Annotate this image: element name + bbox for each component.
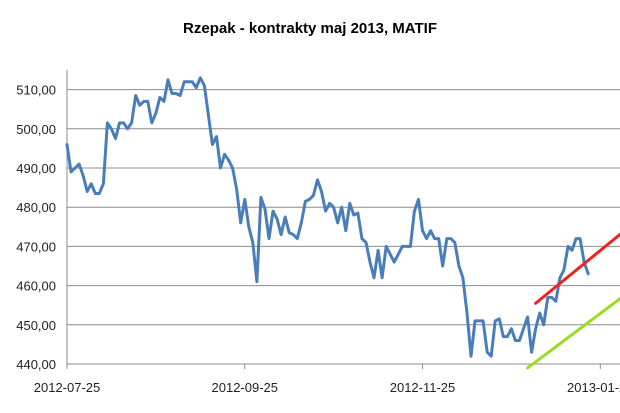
x-tick-label: 2012-11-25 xyxy=(390,380,456,395)
lower-trend-line xyxy=(526,296,620,370)
y-tick-label: 460,00 xyxy=(16,279,56,294)
y-tick-label: 440,00 xyxy=(16,357,56,372)
y-tick-label: 490,00 xyxy=(16,161,56,176)
x-tick-label: 2012-09-25 xyxy=(212,380,279,395)
x-tick-label: 2013-01-25 xyxy=(567,380,620,395)
axes xyxy=(66,70,620,369)
y-tick-label: 500,00 xyxy=(16,122,56,137)
y-axis-ticks: 440,00 450,00 460,00 470,00 480,00 490,00 500,… xyxy=(16,83,56,372)
series-lines xyxy=(65,76,620,370)
chart-title: Rzepak - kontrakty maj 2013, MATIF xyxy=(183,20,437,37)
price-line xyxy=(65,76,590,358)
y-tick-label: 510,00 xyxy=(16,83,56,98)
y-tick-label: 450,00 xyxy=(16,318,56,333)
x-tick-label: 2012-07-25 xyxy=(34,380,101,395)
upper-trend-line xyxy=(534,232,620,305)
y-tick-label: 470,00 xyxy=(16,239,56,254)
x-axis-ticks: 2012-07-25 2012-09-25 2012-11-25 2013-01-25 xyxy=(34,380,620,395)
gridlines xyxy=(67,89,620,326)
y-tick-label: 480,00 xyxy=(16,200,56,215)
